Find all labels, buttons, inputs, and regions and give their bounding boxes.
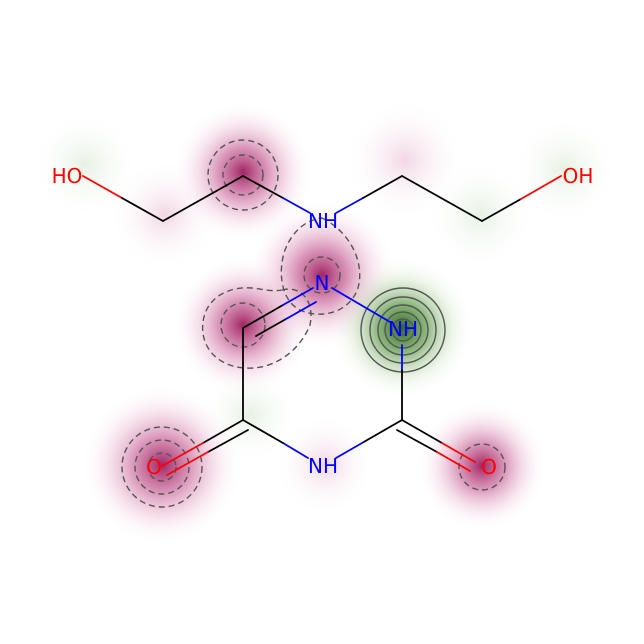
weight-blob-negative — [330, 256, 474, 400]
weight-blob-positive — [173, 102, 313, 242]
bond — [331, 287, 391, 323]
bond — [401, 175, 483, 222]
contour-line — [201, 287, 312, 369]
bond — [481, 198, 522, 222]
contour-line — [121, 426, 203, 508]
weight-blob-faint — [510, 115, 620, 225]
atom-label-carbonyl-o-right: O — [481, 455, 497, 479]
bond — [401, 419, 443, 444]
bond — [207, 429, 249, 453]
bond — [441, 442, 476, 463]
atom-label-ring-n: N — [315, 271, 330, 295]
bond — [282, 287, 314, 306]
bond — [242, 175, 284, 199]
weight-blob-faint — [275, 415, 375, 515]
bond — [242, 419, 284, 444]
bond — [282, 197, 311, 214]
contour-line — [222, 154, 264, 196]
contour-line — [360, 287, 446, 373]
contour-line — [384, 311, 422, 349]
bond — [335, 442, 363, 459]
bond — [202, 419, 244, 444]
contour-line — [377, 304, 429, 356]
atom-label-hydroxyl-right: OH — [563, 164, 594, 188]
atom-label-ring-nh-upper: NH — [388, 317, 418, 341]
contour-line — [207, 139, 279, 211]
bond — [166, 451, 209, 476]
bond — [362, 175, 403, 199]
atom-label-carbonyl-o-left: O — [146, 455, 162, 479]
bond — [121, 197, 164, 222]
positive-contours — [360, 287, 446, 373]
bond — [361, 419, 403, 444]
bond — [255, 318, 287, 337]
bonds — [82, 175, 562, 476]
bond — [285, 301, 317, 320]
weight-blob-faint — [425, 160, 535, 270]
contour-line — [458, 443, 506, 491]
bond — [161, 442, 204, 467]
bond — [335, 197, 364, 214]
bond — [520, 175, 562, 200]
weight-map — [30, 100, 620, 545]
contour-line — [303, 256, 341, 294]
contour-line — [147, 452, 177, 482]
contour-line — [369, 296, 437, 364]
weight-blob-positive — [417, 401, 547, 531]
atom-labels: HO OH NH N NH NH O O — [52, 164, 594, 479]
bond — [82, 175, 123, 199]
contour-line — [391, 318, 415, 342]
atom-label-ring-nh-lower: NH — [308, 454, 338, 478]
contour-line — [397, 324, 409, 336]
bond — [436, 451, 471, 472]
bond — [396, 429, 438, 453]
bond — [282, 442, 309, 459]
atom-label-amine-nh: NH — [308, 209, 338, 233]
bond — [242, 304, 284, 329]
bond — [162, 175, 244, 222]
atom-label-hydroxyl-left: HO — [52, 164, 83, 188]
contour-line — [134, 439, 190, 495]
